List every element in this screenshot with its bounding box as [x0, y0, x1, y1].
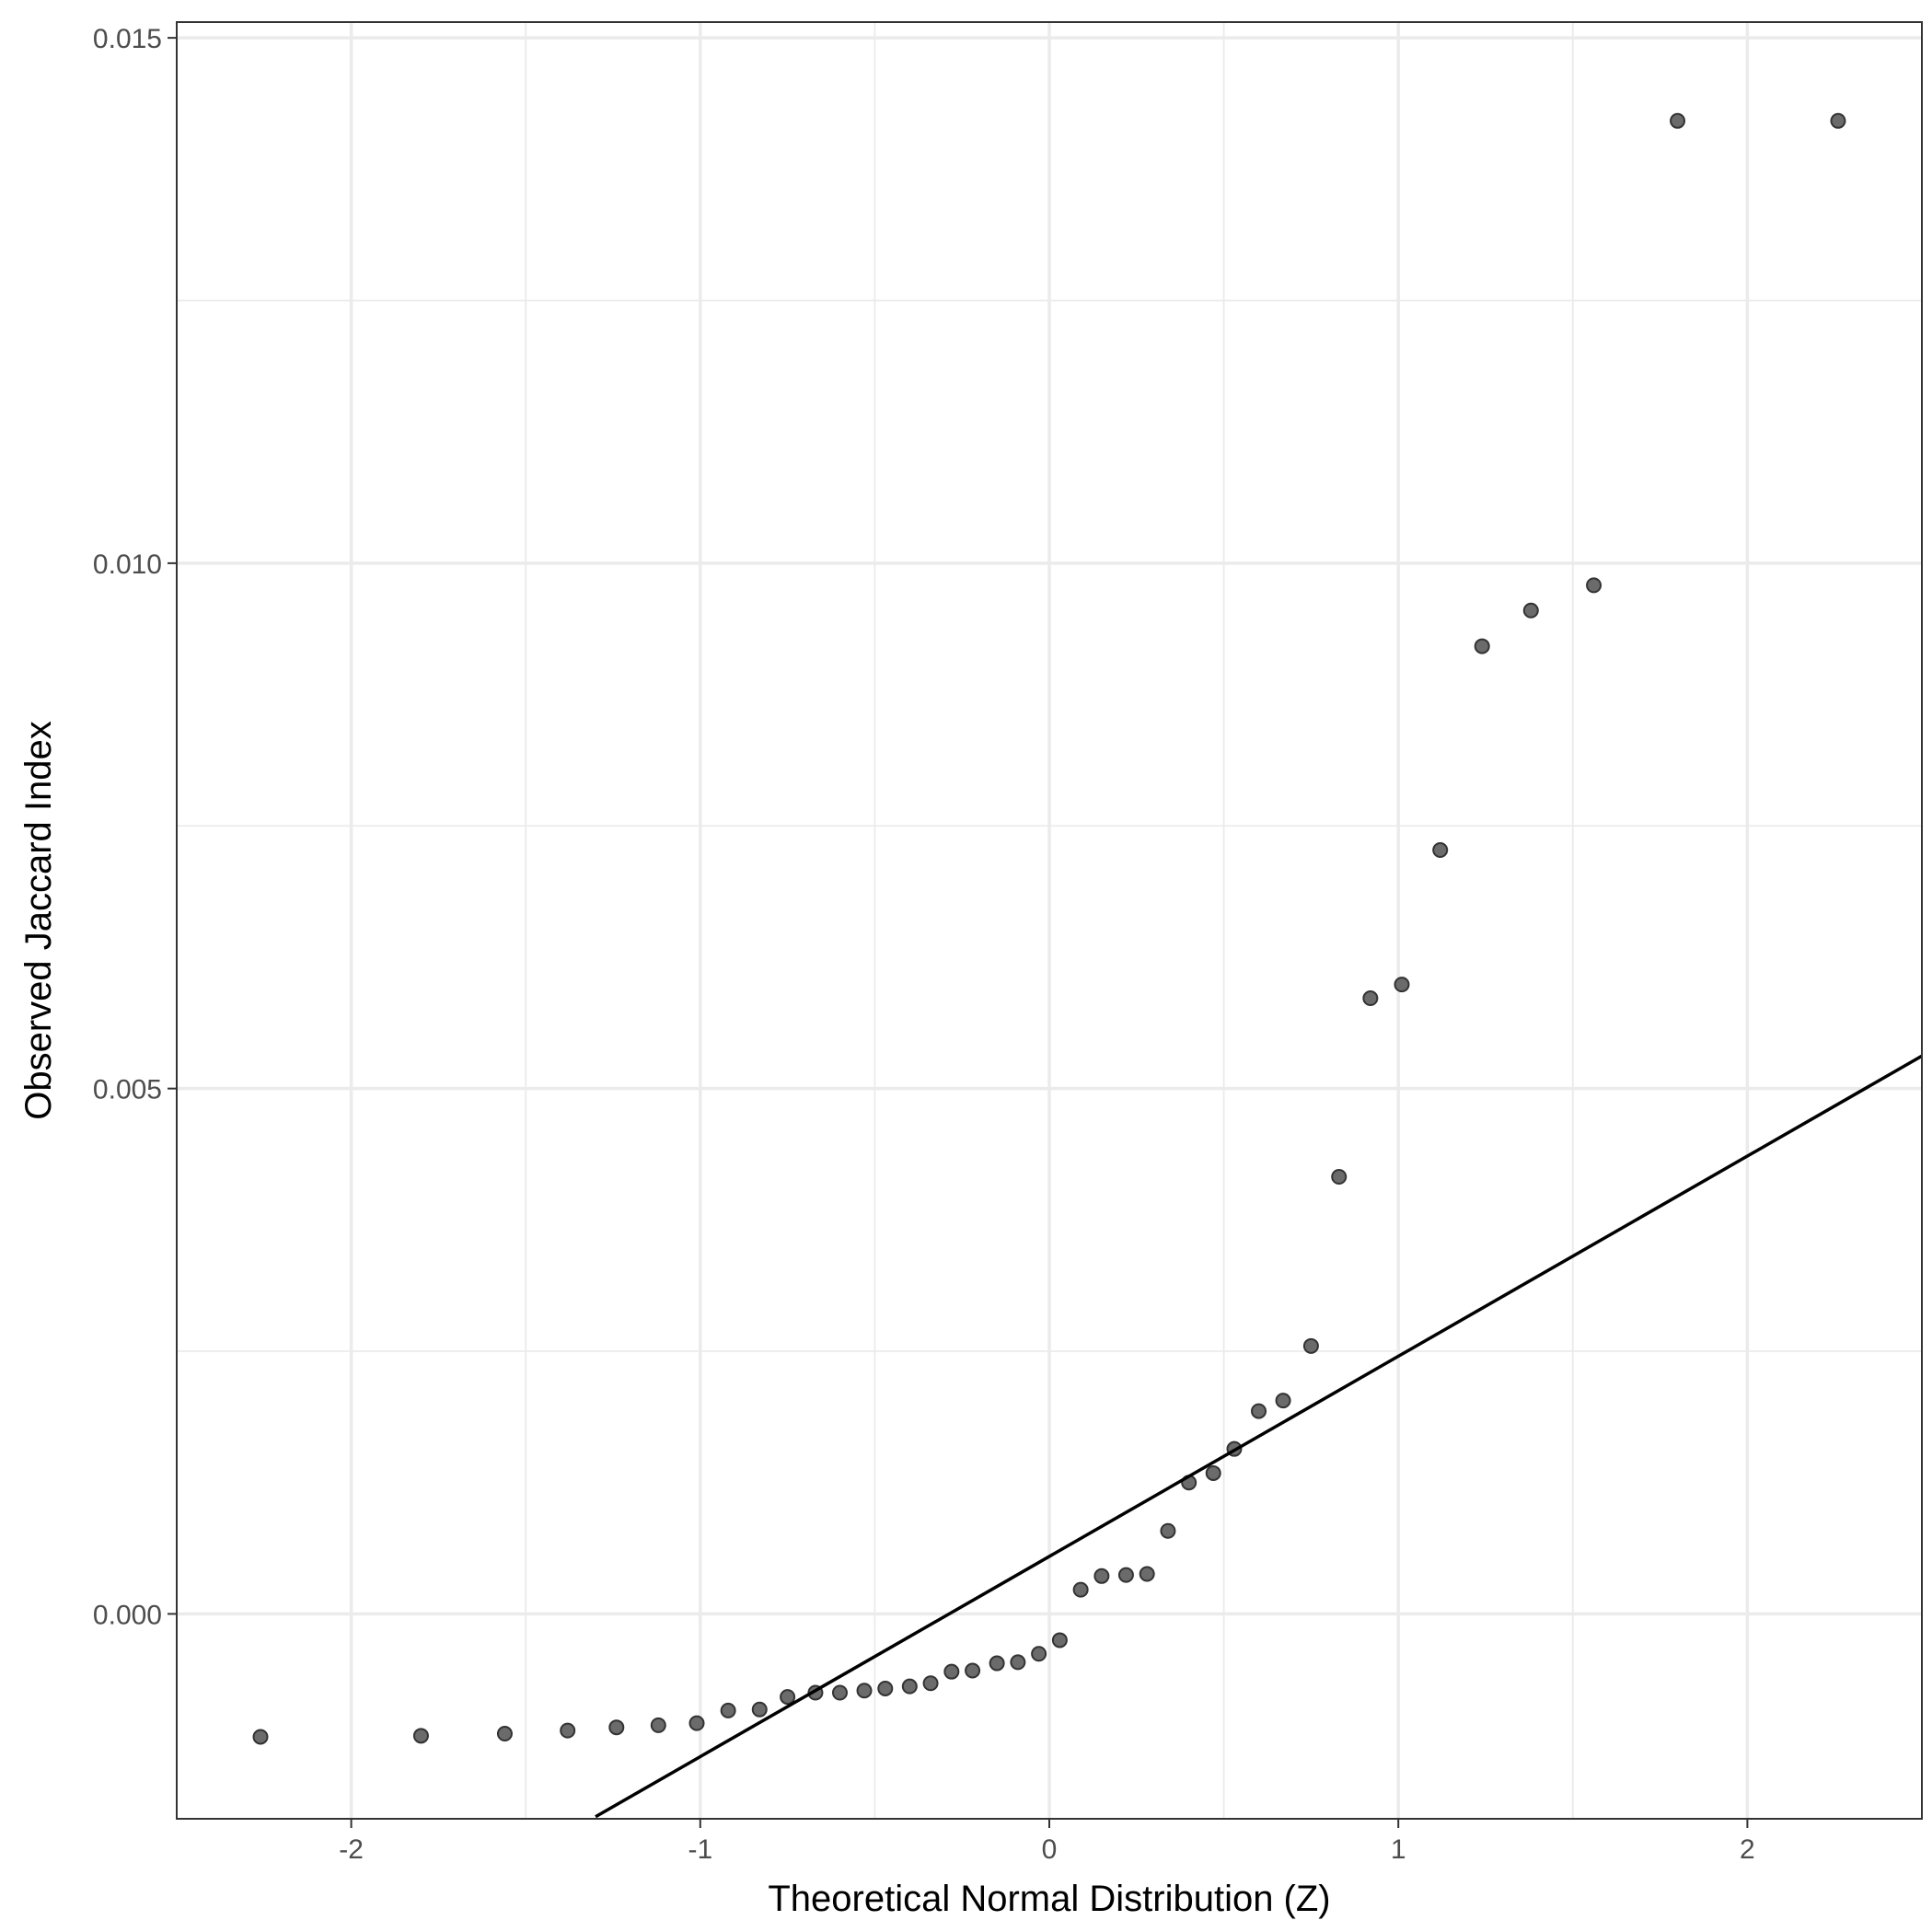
- x-tick-label-3: 1: [1391, 1834, 1406, 1865]
- x-axis-title: Theoretical Normal Distribution (Z): [768, 1879, 1330, 1919]
- data-point-5: [650, 1717, 666, 1733]
- data-point-8: [751, 1701, 768, 1718]
- data-point-34: [1362, 989, 1379, 1006]
- data-point-41: [1830, 112, 1846, 129]
- major-gridlines: [177, 22, 1922, 1819]
- data-point-25: [1139, 1566, 1155, 1582]
- y-tick-label-2: 0.010: [93, 550, 162, 580]
- data-point-38: [1522, 602, 1539, 619]
- data-point-32: [1302, 1337, 1319, 1354]
- x-tick-label-1: -1: [688, 1834, 712, 1865]
- data-point-35: [1394, 977, 1410, 993]
- y-tick-label-0: 0.000: [93, 1600, 162, 1630]
- reference-lines: [595, 1054, 1922, 1819]
- data-point-6: [688, 1715, 705, 1731]
- data-point-37: [1474, 638, 1490, 654]
- data-point-26: [1160, 1522, 1176, 1539]
- data-point-1: [412, 1728, 429, 1744]
- data-point-12: [856, 1683, 873, 1699]
- data-point-0: [252, 1729, 269, 1745]
- data-point-21: [1051, 1632, 1068, 1649]
- data-point-16: [943, 1663, 960, 1680]
- data-point-40: [1670, 112, 1686, 129]
- data-point-30: [1251, 1403, 1267, 1419]
- qq-reference-line: [595, 1054, 1922, 1819]
- data-point-28: [1205, 1464, 1221, 1481]
- data-point-2: [496, 1726, 513, 1742]
- data-point-3: [560, 1722, 576, 1739]
- x-tick-label-0: -2: [339, 1834, 364, 1865]
- data-point-19: [1010, 1654, 1026, 1671]
- y-axis-ticks: 0.000 0.005 0.010 0.015: [93, 24, 177, 1630]
- x-tick-label-4: 2: [1740, 1834, 1755, 1865]
- data-point-11: [831, 1684, 848, 1701]
- y-tick-label-1: 0.005: [93, 1075, 162, 1105]
- data-point-9: [780, 1689, 796, 1706]
- data-point-39: [1586, 577, 1602, 594]
- data-point-18: [989, 1655, 1005, 1672]
- y-axis-title: Observed Jaccard Index: [18, 721, 59, 1120]
- data-point-33: [1331, 1169, 1348, 1186]
- data-point-17: [965, 1662, 981, 1679]
- y-tick-label-3: 0.015: [93, 24, 162, 54]
- data-point-20: [1031, 1646, 1047, 1662]
- data-point-7: [720, 1702, 736, 1718]
- data-point-13: [877, 1680, 894, 1696]
- x-tick-label-2: 0: [1042, 1834, 1058, 1865]
- data-point-4: [608, 1719, 625, 1736]
- data-point-31: [1275, 1393, 1291, 1409]
- data-point-14: [901, 1678, 918, 1695]
- data-point-22: [1072, 1581, 1089, 1598]
- data-point-15: [922, 1675, 939, 1692]
- x-axis-ticks: -2 -1 0 1 2: [339, 1819, 1755, 1865]
- data-point-24: [1117, 1567, 1134, 1583]
- data-point-23: [1093, 1568, 1110, 1584]
- data-point-36: [1432, 842, 1449, 859]
